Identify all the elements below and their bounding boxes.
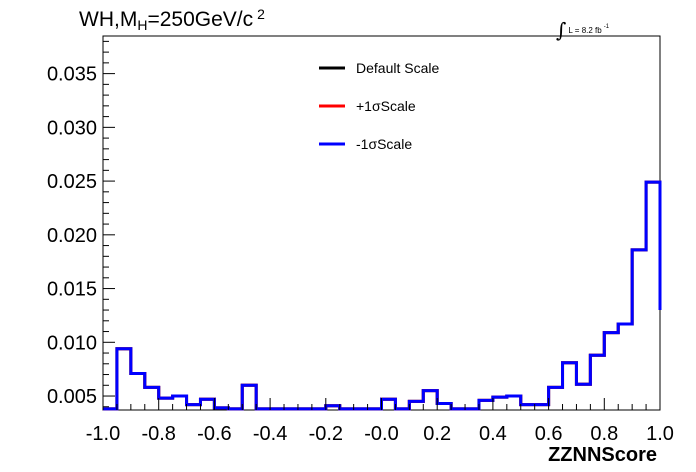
integral-sign: ∫: [556, 18, 567, 42]
luminosity-label: ∫ L = 8.2 fb -1: [556, 14, 610, 42]
x-tick-label: -1.0: [86, 423, 120, 445]
luminosity-text: L = 8.2 fb: [568, 26, 602, 35]
title-subscript: H: [137, 17, 148, 33]
luminosity-exponent: -1: [603, 24, 610, 30]
histogram-series-2: [103, 180, 662, 411]
title-main: WH,M: [79, 8, 138, 31]
x-tick-label: 0.8: [590, 423, 618, 445]
x-tick-label: -0.4: [253, 423, 287, 445]
x-tick-label: 0.2: [423, 423, 451, 445]
y-tick-label: 0.010: [47, 332, 97, 354]
x-tick-label: 0.6: [535, 423, 563, 445]
x-tick-label: -0.6: [197, 423, 231, 445]
y-tick-label: 0.035: [47, 64, 97, 86]
legend-label-0: Default Scale: [356, 60, 439, 76]
x-tick-label: -0.2: [309, 423, 343, 445]
title-superscript: 2: [257, 6, 265, 22]
x-tick-label: -0.8: [141, 423, 175, 445]
y-tick-label: 0.005: [47, 386, 97, 408]
x-axis-label: ZZNNScore: [548, 444, 657, 466]
x-tick-label: 0.4: [479, 423, 507, 445]
title-rest: =250GeV/c: [147, 8, 254, 31]
y-tick-label: 0.025: [47, 171, 97, 193]
x-tick-label: -0.0: [364, 423, 398, 445]
legend-label-2: -1σScale: [356, 136, 412, 152]
plot-frame: [102, 35, 661, 411]
y-tick-label: 0.030: [47, 117, 97, 139]
legend-label-1: +1σScale: [356, 98, 416, 114]
x-tick-label: 1.0: [646, 423, 674, 445]
y-tick-label: 0.020: [47, 225, 97, 247]
chart-title: WH,MH=250GeV/c 2: [79, 6, 265, 33]
y-tick-label: 0.015: [47, 279, 97, 301]
